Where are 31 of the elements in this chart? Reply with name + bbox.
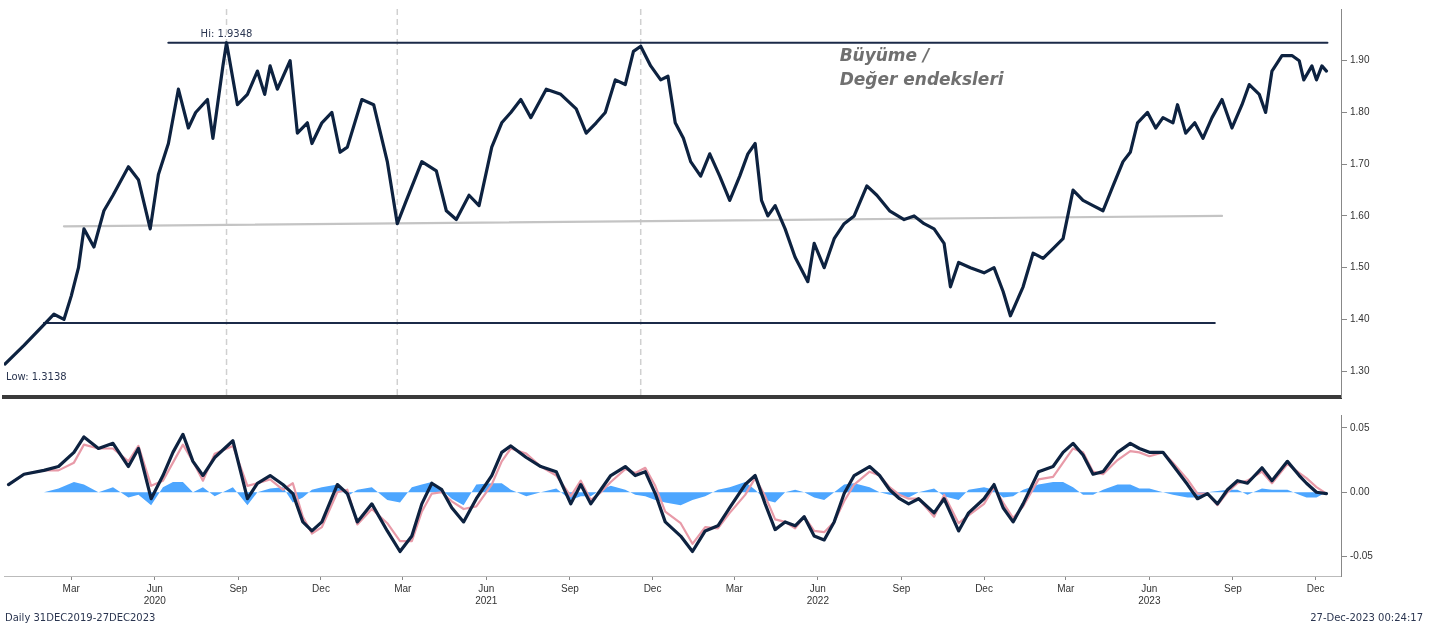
y-tick-label: 1.50 xyxy=(1350,261,1370,273)
x-tick-label: Sep xyxy=(1224,582,1243,594)
x-tick-label: Mar xyxy=(725,582,744,594)
x-tick-label: Jun 2021 xyxy=(475,582,498,606)
y-tick-label: 0.00 xyxy=(1350,486,1370,498)
x-tick-label: Jun 2020 xyxy=(143,582,167,606)
text: Büyüme / Değer endeksleri xyxy=(839,45,1005,89)
y-tick-label: 1.70 xyxy=(1350,157,1370,169)
y-tick-label: 1.30 xyxy=(1350,364,1370,376)
y-tick-label: 1.60 xyxy=(1350,209,1370,221)
text: 27-Dec-2023 00:24:17 xyxy=(1310,612,1423,623)
y-tick-label: -0.05 xyxy=(1350,550,1374,562)
x-tick-label: Jun 2022 xyxy=(806,582,830,606)
annotation: Hi: 1.9348 xyxy=(200,27,253,39)
x-tick-label: Mar xyxy=(62,582,81,594)
x-tick-label: Mar xyxy=(394,582,413,594)
x-tick-label: Dec xyxy=(975,582,993,594)
y-tick-label: 0.05 xyxy=(1350,421,1370,433)
x-tick-label: Dec xyxy=(312,582,330,594)
y-tick-label: 1.90 xyxy=(1350,54,1370,66)
x-tick-label: Sep xyxy=(229,582,248,594)
x-tick-label: Dec xyxy=(643,582,662,594)
y-tick-label: 1.80 xyxy=(1350,106,1370,118)
x-tick-label: Sep xyxy=(892,582,911,594)
x-tick-label: Sep xyxy=(560,582,580,594)
x-tick-label: Jun 2023 xyxy=(1138,582,1161,606)
x-tick-label: Mar xyxy=(1057,582,1076,594)
y-tick-label: 1.40 xyxy=(1350,313,1370,325)
text: Daily 31DEC2019-27DEC2023 xyxy=(5,612,156,623)
x-tick-label: Dec xyxy=(1306,582,1325,594)
annotation: Low: 1.3138 xyxy=(6,370,67,382)
